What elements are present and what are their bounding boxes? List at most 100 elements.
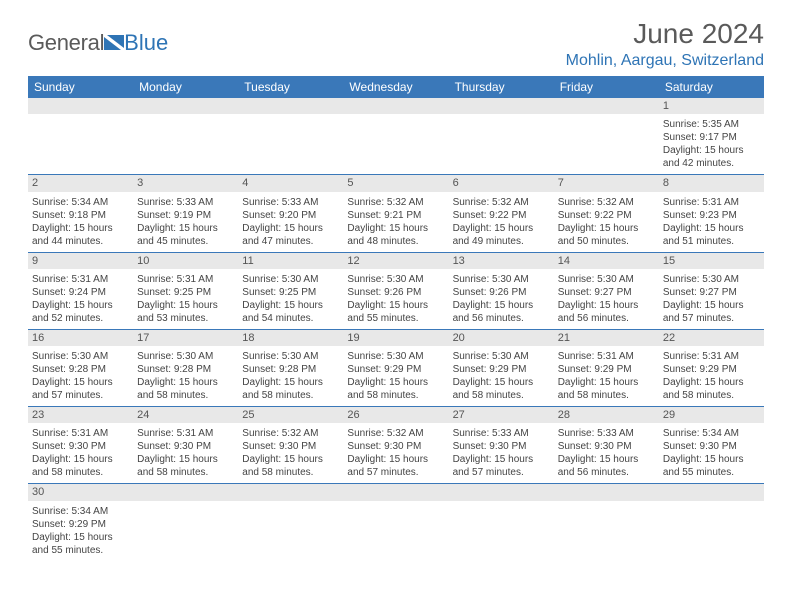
calendar-cell: 9Sunrise: 5:31 AMSunset: 9:24 PMDaylight… bbox=[28, 252, 133, 329]
detail-line: and 58 minutes. bbox=[663, 389, 760, 402]
detail-line: and 45 minutes. bbox=[137, 235, 234, 248]
day-details: Sunrise: 5:31 AMSunset: 9:30 PMDaylight:… bbox=[133, 425, 238, 483]
day-details: Sunrise: 5:31 AMSunset: 9:29 PMDaylight:… bbox=[554, 348, 659, 406]
calendar-cell: 12 Sunrise: 5:30 AMSunset: 9:26 PMDayligh… bbox=[343, 252, 448, 329]
calendar-body: 1Sunrise: 5:35 AMSunset: 9:17 PMDaylight… bbox=[28, 98, 764, 561]
day-details: Sunrise: 5:30 AMSunset: 9:25 PMDaylight:… bbox=[238, 271, 343, 329]
day-details: Sunrise: 5:33 AMSunset: 9:30 PMDaylight:… bbox=[449, 425, 554, 483]
detail-line: Daylight: 15 hours bbox=[137, 299, 234, 312]
day-number: 1 bbox=[659, 98, 764, 114]
calendar-cell: 8Sunrise: 5:31 AMSunset: 9:23 PMDaylight… bbox=[659, 175, 764, 252]
detail-line: Sunrise: 5:30 AM bbox=[32, 350, 129, 363]
detail-line: Daylight: 15 hours bbox=[663, 299, 760, 312]
detail-line: Sunrise: 5:31 AM bbox=[32, 273, 129, 286]
detail-line: and 53 minutes. bbox=[137, 312, 234, 325]
detail-line: Sunset: 9:29 PM bbox=[663, 363, 760, 376]
calendar-cell: 21Sunrise: 5:31 AMSunset: 9:29 PMDayligh… bbox=[554, 329, 659, 406]
empty-day-number bbox=[133, 98, 238, 114]
calendar-cell bbox=[449, 98, 554, 175]
detail-line: Sunset: 9:30 PM bbox=[663, 440, 760, 453]
day-number: 22 bbox=[659, 330, 764, 346]
detail-line: Daylight: 15 hours bbox=[137, 453, 234, 466]
detail-line: Sunrise: 5:30 AM bbox=[558, 273, 655, 286]
detail-line: and 58 minutes. bbox=[137, 466, 234, 479]
detail-line: Sunset: 9:30 PM bbox=[347, 440, 444, 453]
detail-line: Sunset: 9:30 PM bbox=[32, 440, 129, 453]
day-details: Sunrise: 5:32 AMSunset: 9:30 PMDaylight:… bbox=[238, 425, 343, 483]
day-details: Sunrise: 5:30 AMSunset: 9:28 PMDaylight:… bbox=[28, 348, 133, 406]
calendar-cell: 14Sunrise: 5:30 AMSunset: 9:27 PMDayligh… bbox=[554, 252, 659, 329]
detail-line: and 52 minutes. bbox=[32, 312, 129, 325]
calendar-cell bbox=[133, 484, 238, 561]
calendar-cell: 17Sunrise: 5:30 AMSunset: 9:28 PMDayligh… bbox=[133, 329, 238, 406]
detail-line: and 57 minutes. bbox=[453, 466, 550, 479]
day-details: Sunrise: 5:34 AMSunset: 9:30 PMDaylight:… bbox=[659, 425, 764, 483]
day-number: 13 bbox=[449, 253, 554, 269]
calendar-table: Sunday Monday Tuesday Wednesday Thursday… bbox=[28, 76, 764, 561]
calendar-week-row: 2Sunrise: 5:34 AMSunset: 9:18 PMDaylight… bbox=[28, 175, 764, 252]
detail-line: Sunrise: 5:32 AM bbox=[347, 196, 444, 209]
day-number: 2 bbox=[28, 175, 133, 191]
detail-line: Sunset: 9:30 PM bbox=[137, 440, 234, 453]
day-details: Sunrise: 5:32 AMSunset: 9:22 PMDaylight:… bbox=[554, 194, 659, 252]
detail-line: Sunset: 9:26 PM bbox=[347, 286, 444, 299]
calendar-cell: 13Sunrise: 5:30 AMSunset: 9:26 PMDayligh… bbox=[449, 252, 554, 329]
detail-line: and 55 minutes. bbox=[663, 466, 760, 479]
detail-line: Sunrise: 5:30 AM bbox=[137, 350, 234, 363]
detail-line: Daylight: 15 hours bbox=[453, 299, 550, 312]
detail-line: Daylight: 15 hours bbox=[663, 376, 760, 389]
detail-line: Sunrise: 5:33 AM bbox=[137, 196, 234, 209]
detail-line: and 44 minutes. bbox=[32, 235, 129, 248]
logo: General Blue bbox=[28, 18, 168, 56]
day-number: 25 bbox=[238, 407, 343, 423]
detail-line: Sunset: 9:29 PM bbox=[32, 518, 129, 531]
detail-line: and 48 minutes. bbox=[347, 235, 444, 248]
detail-line: and 47 minutes. bbox=[242, 235, 339, 248]
detail-line: and 51 minutes. bbox=[663, 235, 760, 248]
calendar-cell: 7 Sunrise: 5:32 AMSunset: 9:22 PMDaylight… bbox=[554, 175, 659, 252]
detail-line: and 56 minutes. bbox=[558, 312, 655, 325]
empty-day-number bbox=[28, 98, 133, 114]
day-number: 7 bbox=[554, 175, 659, 191]
detail-line: Daylight: 15 hours bbox=[242, 376, 339, 389]
detail-line: Daylight: 15 hours bbox=[32, 376, 129, 389]
detail-line: Sunrise: 5:32 AM bbox=[242, 427, 339, 440]
calendar-cell bbox=[554, 98, 659, 175]
calendar-cell: 2Sunrise: 5:34 AMSunset: 9:18 PMDaylight… bbox=[28, 175, 133, 252]
calendar-cell bbox=[133, 98, 238, 175]
detail-line: and 58 minutes. bbox=[453, 389, 550, 402]
col-friday: Friday bbox=[554, 76, 659, 98]
detail-line: Sunset: 9:29 PM bbox=[453, 363, 550, 376]
detail-line: Sunrise: 5:33 AM bbox=[242, 196, 339, 209]
col-sunday: Sunday bbox=[28, 76, 133, 98]
detail-line: and 58 minutes. bbox=[347, 389, 444, 402]
detail-line: Sunrise: 5:30 AM bbox=[347, 350, 444, 363]
calendar-week-row: 1Sunrise: 5:35 AMSunset: 9:17 PMDaylight… bbox=[28, 98, 764, 175]
detail-line: Daylight: 15 hours bbox=[347, 299, 444, 312]
detail-line: Sunrise: 5:30 AM bbox=[347, 273, 444, 286]
detail-line: and 56 minutes. bbox=[558, 466, 655, 479]
col-tuesday: Tuesday bbox=[238, 76, 343, 98]
calendar-week-row: 30Sunrise: 5:34 AMSunset: 9:29 PMDayligh… bbox=[28, 484, 764, 561]
day-number: 20 bbox=[449, 330, 554, 346]
day-number: 28 bbox=[554, 407, 659, 423]
location-text: Mohlin, Aargau, Switzerland bbox=[566, 52, 764, 70]
detail-line: Sunset: 9:29 PM bbox=[558, 363, 655, 376]
day-number: 3 bbox=[133, 175, 238, 191]
calendar-cell: 16Sunrise: 5:30 AMSunset: 9:28 PMDayligh… bbox=[28, 329, 133, 406]
calendar-cell: 15Sunrise: 5:30 AMSunset: 9:27 PMDayligh… bbox=[659, 252, 764, 329]
calendar-cell bbox=[238, 484, 343, 561]
detail-line: Sunset: 9:27 PM bbox=[663, 286, 760, 299]
calendar-cell: 23Sunrise: 5:31 AMSunset: 9:30 PMDayligh… bbox=[28, 407, 133, 484]
day-number: 26 bbox=[343, 407, 448, 423]
day-details: Sunrise: 5:30 AMSunset: 9:28 PMDaylight:… bbox=[238, 348, 343, 406]
detail-line: Sunset: 9:28 PM bbox=[137, 363, 234, 376]
detail-line: Sunset: 9:30 PM bbox=[242, 440, 339, 453]
calendar-cell: 3 Sunrise: 5:33 AMSunset: 9:19 PMDaylight… bbox=[133, 175, 238, 252]
detail-line: Sunrise: 5:32 AM bbox=[558, 196, 655, 209]
day-number: 10 bbox=[133, 253, 238, 269]
day-details: Sunrise: 5:33 AMSunset: 9:19 PMDaylight:… bbox=[133, 194, 238, 252]
day-number: 12 bbox=[343, 253, 448, 269]
day-number: 17 bbox=[133, 330, 238, 346]
detail-line: and 49 minutes. bbox=[453, 235, 550, 248]
